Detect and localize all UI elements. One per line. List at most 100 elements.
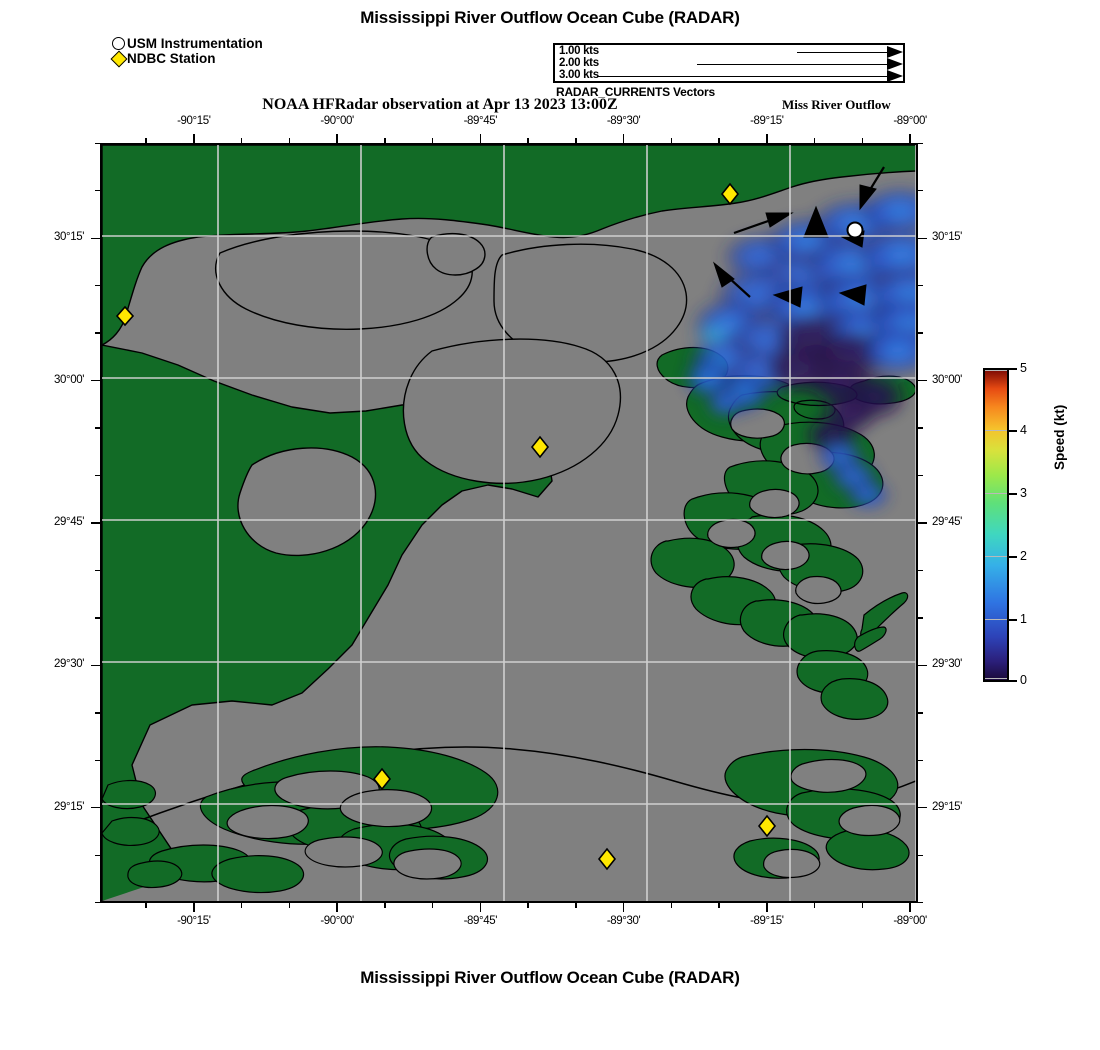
vector-scale-label-3: 3.00 kts	[559, 69, 599, 81]
lon-axis-label-top: -89°45'	[463, 115, 498, 127]
lat-tick-minor	[918, 902, 923, 904]
vector-scale-caption: RADAR_CURRENTS Vectors	[556, 85, 715, 99]
lat-tick-minor	[918, 807, 923, 809]
colorbar-label-4: 4	[1020, 423, 1027, 437]
colorbar-label-5: 5	[1020, 361, 1027, 375]
vector-shaft-1	[797, 52, 887, 53]
lat-tick-minor	[918, 190, 923, 192]
lon-tick-major	[766, 134, 768, 143]
vector-arrowhead-1	[887, 46, 903, 58]
lon-axis-label-bottom: -89°30'	[606, 915, 641, 927]
lon-tick-minor	[431, 903, 434, 908]
lat-tick-major	[91, 807, 100, 809]
map-canvas	[102, 145, 916, 901]
lon-tick-major	[336, 134, 338, 143]
lon-tick-major	[193, 903, 195, 912]
colorbar-label-2: 2	[1020, 549, 1027, 563]
colorbar-label-3: 3	[1020, 486, 1027, 500]
colorbar-gridline-0	[985, 678, 1007, 680]
lat-axis-label-left: 29°30'	[54, 658, 84, 671]
vector-arrowhead-3	[887, 70, 903, 82]
lon-axis-label-bottom: -89°15'	[750, 915, 784, 927]
vector-scale-box: 1.00 kts 2.00 kts 3.00 kts	[553, 43, 905, 83]
lon-axis-label-bottom: -90°15'	[177, 915, 211, 927]
page-title: Mississippi River Outflow Ocean Cube (RA…	[360, 8, 740, 27]
colorbar-gridline-1	[985, 619, 1007, 621]
colorbar-gradient	[983, 368, 1009, 682]
colorbar-tick-0	[1009, 680, 1017, 682]
lon-tick-major	[622, 903, 625, 912]
lon-axis-label-top: -89°00'	[893, 115, 927, 127]
lon-tick-minor	[145, 903, 147, 908]
lat-tick-major	[91, 522, 100, 524]
lat-axis-label-left: 30°00'	[54, 373, 84, 386]
lat-tick-minor	[918, 285, 923, 287]
vector-shaft-2	[697, 64, 887, 65]
lon-axis-label-bottom: -90°00'	[320, 915, 354, 927]
lon-tick-minor	[575, 903, 577, 908]
lon-axis-label-top: -89°30'	[606, 115, 641, 127]
ndbc-diamond-icon	[110, 50, 127, 67]
legend-item-usm: USM Instrumentation	[112, 36, 342, 51]
observation-subtitle: NOAA HFRadar observation at Apr 13 2023 …	[262, 96, 618, 113]
vector-scale-row-3: 3.00 kts	[555, 69, 903, 83]
marker-legend: USM Instrumentation NDBC Station	[110, 36, 342, 67]
lon-tick-minor	[622, 903, 625, 908]
lat-tick-minor	[918, 759, 923, 762]
lat-tick-major	[918, 522, 927, 524]
lat-tick-minor	[918, 569, 923, 572]
lon-tick-major	[909, 134, 911, 143]
colorbar-tick-4	[1009, 430, 1017, 432]
lon-tick-minor	[670, 903, 673, 908]
colorbar-tick-1	[1009, 619, 1017, 621]
lon-tick-minor	[193, 903, 195, 908]
lon-tick-minor	[479, 903, 482, 908]
lat-tick-minor	[918, 474, 923, 477]
vector-scale-label-1: 1.00 kts	[559, 45, 599, 57]
lon-axis-label-bottom: -89°45'	[463, 915, 498, 927]
lat-tick-minor	[918, 332, 923, 334]
lat-tick-minor	[918, 712, 923, 714]
lon-tick-minor	[861, 903, 863, 908]
map-plot-area[interactable]	[100, 143, 918, 903]
footer-title: Mississippi River Outflow Ocean Cube (RA…	[360, 968, 740, 987]
lon-tick-minor	[384, 903, 386, 908]
lon-tick-minor	[288, 903, 291, 908]
velocity-vectors	[712, 166, 885, 308]
legend-label-ndbc: NDBC Station	[127, 51, 216, 66]
colorbar-tick-3	[1009, 493, 1017, 495]
colorbar-gridline-3	[985, 493, 1007, 495]
lon-tick-minor	[813, 903, 816, 908]
lon-tick-major	[193, 134, 195, 143]
lat-tick-major	[91, 237, 100, 239]
lon-axis-label-top: -90°00'	[320, 115, 354, 127]
lon-tick-major	[479, 903, 482, 912]
legend-item-ndbc: NDBC Station	[110, 50, 342, 67]
lon-tick-minor	[527, 903, 529, 908]
lon-tick-major	[336, 903, 338, 912]
colorbar-gridline-2	[985, 556, 1007, 558]
lon-tick-minor	[718, 903, 720, 908]
lon-tick-major	[766, 903, 768, 912]
lat-tick-major	[91, 664, 100, 667]
lat-tick-minor	[918, 617, 923, 619]
lon-tick-minor	[336, 903, 338, 908]
lon-tick-major	[479, 134, 482, 143]
lon-tick-major	[909, 903, 911, 912]
usm-circle-icon	[112, 37, 125, 50]
colorbar-label-0: 0	[1020, 673, 1027, 687]
colorbar-container: 5 4 3 2 1 0	[983, 362, 1027, 686]
vector-scale-label-2: 2.00 kts	[559, 57, 599, 69]
lat-tick-major	[91, 379, 100, 382]
lat-tick-major	[918, 237, 927, 239]
legend-label-usm: USM Instrumentation	[127, 36, 263, 51]
lon-tick-minor	[240, 903, 243, 908]
lat-axis-label-left: 29°15'	[54, 800, 84, 813]
map-graphic	[102, 145, 916, 901]
vector-arrowhead-2	[887, 58, 903, 70]
vector-shaft-3	[597, 76, 887, 77]
lat-tick-minor	[918, 142, 923, 144]
lat-tick-minor	[918, 522, 923, 524]
colorbar-label-1: 1	[1020, 612, 1027, 626]
lat-tick-minor	[918, 664, 923, 667]
